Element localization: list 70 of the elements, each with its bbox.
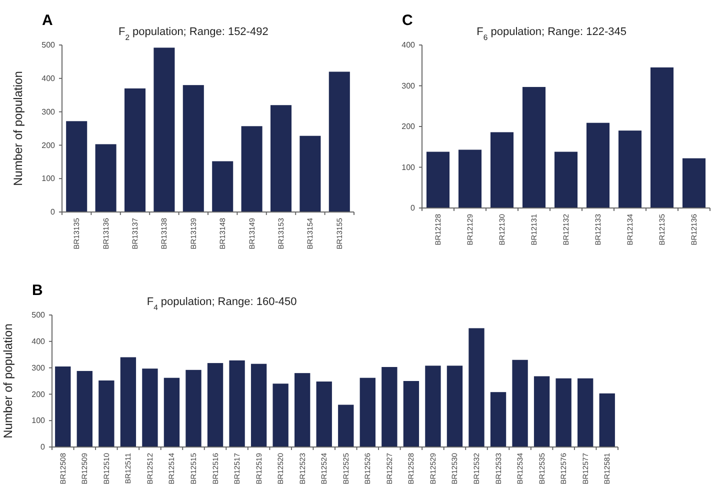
y-tick-label: 400 <box>402 40 416 50</box>
y-axis-title: Number of population <box>1 324 15 438</box>
y-tick-label: 100 <box>42 174 56 184</box>
bar <box>490 132 514 208</box>
bar <box>382 367 398 447</box>
bar <box>586 122 610 208</box>
bar <box>316 382 332 447</box>
y-axis-title: Number of population <box>11 71 25 186</box>
bar <box>522 86 546 208</box>
bar <box>650 67 674 208</box>
bar <box>270 105 292 212</box>
bar <box>682 158 706 208</box>
bar <box>300 136 321 212</box>
bar <box>229 360 245 447</box>
bar <box>425 366 441 447</box>
y-tick-label: 300 <box>402 81 416 90</box>
y-tick-label: 0 <box>50 208 56 217</box>
bar <box>458 150 482 208</box>
y-tick-label: 0 <box>40 442 46 452</box>
chart-title: F$_{6}$ population; Range: 122-345 <box>476 26 627 42</box>
bar <box>328 72 350 212</box>
bar <box>76 370 92 447</box>
text: C <box>402 12 413 29</box>
y-tick-label: 200 <box>32 390 46 399</box>
bar <box>426 152 450 208</box>
bar <box>294 373 310 447</box>
bar <box>360 378 376 447</box>
bar <box>98 380 114 447</box>
bar <box>124 88 146 212</box>
bar <box>186 370 202 447</box>
bar <box>578 378 594 447</box>
y-tick-label: 500 <box>32 310 46 320</box>
bar <box>120 357 136 447</box>
bar <box>468 328 484 447</box>
bar <box>241 126 262 212</box>
y-tick-label: 200 <box>42 140 56 150</box>
bar <box>272 384 288 447</box>
bar <box>95 144 116 212</box>
bar <box>338 404 354 447</box>
bar <box>556 378 572 447</box>
bar <box>554 152 578 208</box>
bar <box>55 366 71 447</box>
bar <box>618 130 642 208</box>
text: A <box>42 12 53 29</box>
chart-title: F$_{2}$ population; Range: 152-492 <box>118 26 268 42</box>
y-tick-label: 500 <box>42 40 56 50</box>
bar <box>512 360 528 447</box>
y-tick-label: 400 <box>42 74 56 84</box>
y-tick-label: 100 <box>402 162 416 172</box>
chart-title: F$_{4}$ population; Range: 160-450 <box>146 296 297 312</box>
y-tick-label: 200 <box>402 122 416 132</box>
bar <box>182 85 204 212</box>
y-tick-label: 300 <box>32 363 46 372</box>
bar <box>446 366 463 447</box>
bar <box>154 48 175 212</box>
bar <box>599 393 615 447</box>
bar <box>534 376 550 447</box>
bar <box>250 364 267 447</box>
bar <box>207 363 224 447</box>
y-tick-label: 100 <box>32 416 46 426</box>
bar <box>164 378 180 447</box>
bar <box>142 368 158 447</box>
bar <box>403 381 420 447</box>
y-tick-label: 400 <box>32 337 46 346</box>
y-tick-label: 0 <box>410 204 416 213</box>
bar <box>66 121 88 212</box>
text: B <box>32 282 43 299</box>
y-tick-label: 300 <box>42 107 56 116</box>
bar <box>490 392 506 447</box>
bar <box>212 161 234 212</box>
